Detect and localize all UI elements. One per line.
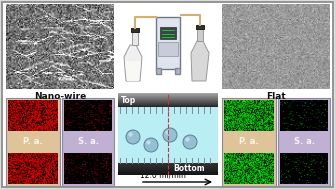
Circle shape [185,137,190,142]
Text: S. a.: S. a. [77,136,98,146]
Bar [160,27,176,39]
Bar [278,98,330,186]
Circle shape [165,130,170,135]
Circle shape [146,140,151,145]
Text: Bottom: Bottom [173,164,205,173]
Bar [156,17,180,69]
Bar [197,28,203,41]
Bar [118,107,218,163]
Text: P. a.: P. a. [23,136,43,146]
Text: P. a.: P. a. [239,136,259,146]
Circle shape [126,130,140,144]
Text: S. a.: S. a. [293,136,315,146]
Bar [175,68,180,74]
Text: Top: Top [121,96,136,105]
Bar [158,42,178,56]
Polygon shape [124,45,142,81]
Polygon shape [191,41,209,81]
Circle shape [183,135,197,149]
Text: Nano-wire: Nano-wire [34,92,86,101]
Polygon shape [125,61,141,81]
Bar [6,98,60,186]
Text: Flat: Flat [266,92,286,101]
Circle shape [128,132,133,137]
Circle shape [163,128,177,142]
Bar [222,98,276,186]
Bar [131,28,139,32]
Bar [132,31,138,45]
Bar [196,25,204,29]
Circle shape [144,138,158,152]
Bar [156,68,161,74]
Bar [62,98,114,186]
Text: 12.0 ml/min: 12.0 ml/min [140,171,186,180]
